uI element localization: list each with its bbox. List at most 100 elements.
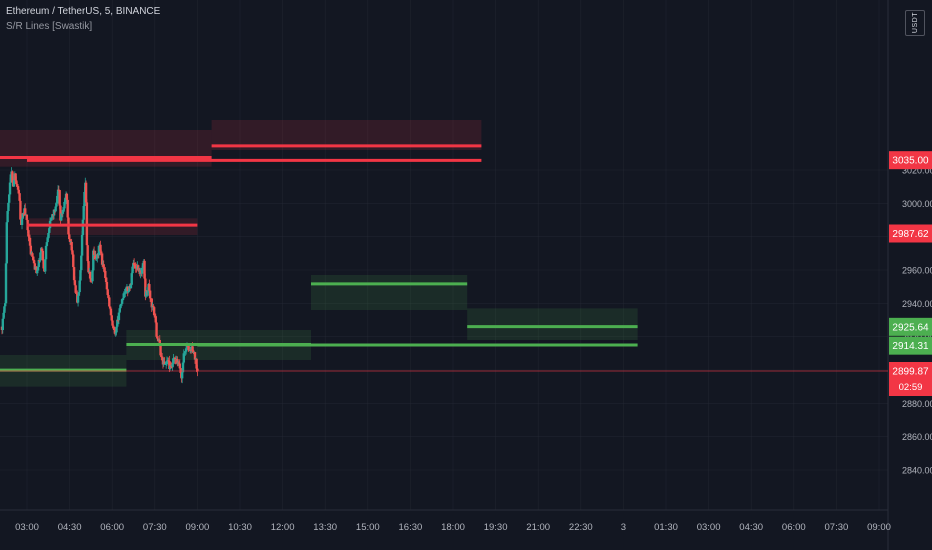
bear-candle-body — [86, 245, 89, 262]
bull-candle-body — [36, 270, 39, 274]
currency-label: USDT — [911, 12, 919, 34]
time-tick-label: 12:00 — [271, 522, 295, 533]
bear-candle-body — [110, 315, 113, 321]
bull-candle-body — [52, 210, 56, 216]
bull-candle-body — [78, 280, 81, 293]
bar-countdown: 02:59 — [899, 382, 923, 393]
bear-candle-body — [173, 357, 177, 360]
time-tick-label: 18:00 — [441, 522, 465, 533]
bear-candle-body — [150, 298, 153, 308]
time-tick-label: 04:30 — [58, 522, 82, 533]
bear-candle-body — [14, 173, 17, 181]
bull-candle-body — [6, 211, 9, 223]
bull-candle-body — [146, 291, 149, 293]
bear-candle-body — [68, 234, 71, 240]
bear-candle-body — [187, 345, 190, 351]
time-tick-label: 07:30 — [143, 522, 167, 533]
time-tick-label: 04:30 — [739, 522, 763, 533]
bear-candle-body — [66, 199, 69, 218]
bear-candle-body — [88, 271, 92, 279]
bear-candle-body — [195, 358, 198, 369]
time-tick-label: 10:30 — [228, 522, 252, 533]
bear-candle-body — [103, 268, 106, 271]
last-price-tag — [889, 362, 932, 396]
bull-candle-body — [46, 238, 49, 243]
bull-candle-body — [36, 266, 40, 271]
resistance-price-tag — [889, 151, 932, 170]
bull-candle-body — [120, 303, 123, 305]
bull-candle-body — [20, 218, 24, 225]
bull-candle-body — [144, 291, 148, 297]
bear-candle-body — [107, 295, 110, 298]
bear-candle-body — [73, 280, 77, 286]
bull-candle-body — [54, 206, 57, 212]
bull-candle-body — [2, 312, 5, 319]
indicator-legend[interactable]: S/R Lines [Swastik] — [6, 21, 93, 32]
bull-candle-body — [96, 254, 99, 259]
bear-candle-body — [168, 360, 171, 370]
bull-candle-body — [185, 345, 189, 349]
bear-candle-body — [132, 262, 136, 265]
bull-candle-body — [97, 245, 101, 256]
bear-candle-body — [152, 305, 155, 308]
bull-candle-body — [5, 222, 9, 264]
bear-candle-body — [179, 368, 182, 373]
support-price-tag — [889, 317, 932, 336]
bear-candle-body — [104, 277, 108, 283]
bull-candle-body — [8, 182, 12, 195]
bull-candle-body — [56, 195, 59, 204]
bull-candle-body — [47, 232, 50, 239]
price-tick-label: 3020.00 — [902, 166, 932, 176]
bull-candle-body — [118, 308, 121, 313]
bear-candle-body — [72, 254, 75, 268]
price-labels: 3035.00 2987.62 2925.64 2914.31 2899.87 02:59 — [889, 151, 932, 396]
bull-candle-body — [49, 218, 53, 221]
bear-candle-body — [148, 290, 152, 299]
bull-candle-body — [60, 213, 63, 221]
bear-candle-body — [176, 359, 179, 364]
bear-candle-body — [170, 366, 173, 368]
bull-candle-body — [3, 306, 6, 313]
bull-candle-body — [164, 362, 168, 364]
price-tick-label: 3000.00 — [902, 199, 932, 209]
bear-candle-body — [104, 270, 107, 278]
bear-candle-body — [148, 284, 151, 291]
bull-candle-body — [4, 263, 8, 304]
bear-candle-body — [27, 230, 30, 237]
time-tick-label: 09:00 — [867, 522, 891, 533]
bull-candle-body — [168, 365, 172, 370]
bear-candle-body — [106, 289, 109, 296]
support-zone — [467, 308, 638, 340]
bear-candle-body — [59, 205, 62, 221]
bull-candle-body — [51, 214, 54, 218]
bull-candle-body — [77, 292, 81, 296]
bear-candle-body — [92, 250, 96, 256]
bear-candle-body — [116, 319, 120, 321]
bull-candle-body — [182, 353, 185, 363]
symbol-title[interactable]: Ethereum / TetherUS, 5, BINANCE — [6, 6, 161, 17]
bull-candle-body — [114, 332, 117, 334]
price-tag-value: 2899.87 — [892, 367, 929, 378]
currency-button[interactable]: USDT — [905, 10, 925, 36]
bear-candle-body — [189, 349, 193, 351]
bear-candle-body — [160, 356, 164, 358]
bear-candle-body — [143, 260, 146, 279]
bull-candle-body — [48, 228, 51, 233]
bear-candle-body — [136, 265, 140, 271]
bear-candle-body — [75, 292, 78, 294]
bull-candle-body — [121, 298, 125, 300]
bear-candle-body — [32, 256, 35, 260]
support-zone — [311, 275, 468, 310]
price-tag-value: 2914.31 — [892, 341, 929, 352]
resistance-price-tag — [889, 224, 932, 243]
bear-candle-body — [70, 241, 73, 251]
bull-candle-body — [62, 208, 65, 210]
time-axis[interactable]: 03:00 04:30 06:00 07:30 09:00 10:30 12:00 13:30… — [15, 522, 891, 533]
bear-candle-body — [15, 180, 18, 185]
bear-candle-body — [87, 261, 90, 273]
time-tick-label: 21:00 — [526, 522, 550, 533]
bear-candle-body — [161, 357, 165, 365]
bear-candle-body — [108, 297, 111, 307]
bull-candle-body — [56, 189, 60, 196]
